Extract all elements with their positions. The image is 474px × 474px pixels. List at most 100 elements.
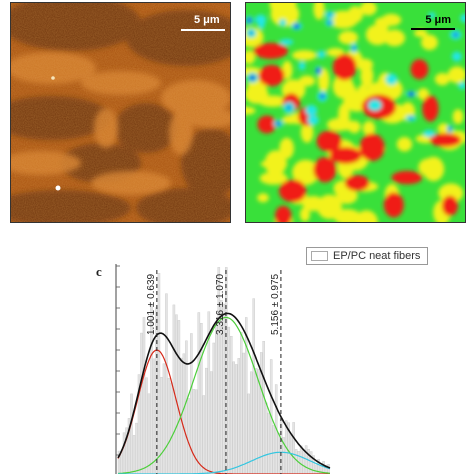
map-region-cyan: [385, 73, 398, 86]
map-region-yellow: [355, 210, 378, 222]
peak-lines: 1.001 ± 0.639 3.316 ± 1.070 5.156 ± 0.975: [146, 270, 282, 474]
histogram-bar: [187, 398, 191, 474]
histogram-bar: [140, 332, 143, 474]
map-region-blue: [249, 74, 256, 81]
histogram-bar: [210, 371, 213, 474]
map-region-yellow: [421, 34, 438, 51]
histogram-bar: [170, 382, 173, 474]
map-region-cyan: [279, 39, 294, 46]
map-regions: [246, 3, 465, 222]
map-region-yellow: [326, 48, 345, 57]
histogram-bar: [142, 317, 146, 474]
map-region-yellow: [332, 74, 354, 99]
map-region-cyan: [255, 14, 267, 25]
map-region-yellow: [316, 194, 343, 220]
map-region-yellow: [257, 193, 269, 203]
map-region-red: [278, 179, 307, 203]
map-region-blue: [246, 17, 252, 23]
map-region-red: [429, 133, 461, 147]
histogram-bar: [197, 312, 201, 474]
map-region-cyan: [460, 13, 465, 23]
map-scale-label: 5 μm: [425, 14, 451, 26]
map-region-yellow: [317, 68, 330, 93]
map-region-yellow: [434, 72, 450, 86]
histogram-bar: [227, 326, 231, 474]
map-region-red: [316, 130, 342, 152]
histogram-bar: [162, 363, 166, 474]
histogram-bar: [257, 369, 260, 474]
legend-label: EP/PC neat fibers: [333, 250, 421, 262]
histogram-bar: [177, 320, 181, 474]
histogram-bar: [160, 377, 163, 474]
map-region-red: [441, 195, 458, 216]
histogram-bar: [125, 427, 128, 474]
map-region-blue: [328, 13, 332, 17]
map-region-yellow: [362, 120, 376, 136]
histogram-bar: [150, 303, 153, 474]
histogram-bar: [130, 393, 133, 474]
map-region-cyan: [451, 51, 462, 62]
histogram-bar: [132, 435, 136, 474]
histogram-bar: [200, 323, 203, 474]
histogram-bar: [192, 389, 196, 474]
histogram-bar: [302, 450, 305, 474]
afm-bright-spot: [51, 76, 55, 80]
map-region-yellow: [291, 50, 317, 61]
map-region-yellow: [313, 3, 325, 20]
histogram-bar: [152, 358, 156, 474]
map-region-cyan: [305, 104, 318, 116]
map-region-cyan: [298, 61, 306, 71]
map-region-yellow: [328, 10, 359, 29]
color-map-image: [246, 3, 465, 222]
histogram-bar: [262, 341, 265, 474]
map-region-cyan: [279, 18, 287, 27]
map-region-red: [258, 64, 285, 87]
map-region-yellow: [447, 66, 465, 84]
histogram-bar: [307, 449, 310, 474]
map-region-cyan: [458, 81, 465, 90]
legend-swatch: [311, 251, 328, 261]
histogram-bar: [215, 323, 218, 474]
map-region-yellow: [414, 29, 428, 38]
map-region-cyan: [307, 114, 319, 126]
map-region-yellow: [338, 30, 359, 45]
panel-letter: c: [96, 264, 102, 279]
histogram-bar: [167, 377, 171, 474]
histogram-bar: [220, 299, 223, 474]
map-region-red: [332, 54, 357, 81]
y-axis-ticks: [116, 265, 120, 456]
histogram-bar: [120, 451, 123, 474]
map-region-cyan: [428, 12, 436, 19]
map-region-yellow: [299, 207, 311, 222]
color-map-panel: 5 μm: [245, 2, 466, 223]
peak-label-2: 3.316 ± 1.070: [215, 273, 226, 335]
fit-envelope: [117, 312, 331, 469]
histogram-bar: [137, 374, 141, 474]
fit-curve-2: [117, 316, 331, 474]
peak-label-3: 5.156 ± 0.975: [270, 273, 281, 335]
histogram-bar: [185, 340, 188, 474]
map-region-yellow: [422, 156, 445, 182]
legend: EP/PC neat fibers: [306, 247, 428, 265]
histogram-bar: [244, 317, 248, 474]
histogram-bar: [240, 332, 243, 474]
map-region-yellow: [259, 171, 288, 185]
histogram-bar: [230, 336, 233, 474]
map-region-red: [274, 205, 292, 222]
histogram-bar: [175, 314, 178, 474]
map-region-cyan: [367, 99, 382, 111]
histogram-bar: [205, 367, 208, 474]
histogram-bar: [294, 449, 298, 474]
map-region-red: [359, 133, 385, 162]
histogram-bar: [299, 445, 303, 474]
histogram-bar: [247, 393, 250, 474]
map-region-yellow: [360, 3, 377, 16]
map-region-yellow: [438, 183, 464, 203]
map-region-blue: [249, 31, 253, 35]
map-region-yellow: [298, 75, 316, 87]
histogram-bar: [202, 395, 206, 474]
map-region-yellow: [396, 137, 413, 152]
histogram-bar: [195, 389, 198, 474]
histogram-bar: [182, 353, 186, 474]
map-region-red: [253, 42, 288, 60]
